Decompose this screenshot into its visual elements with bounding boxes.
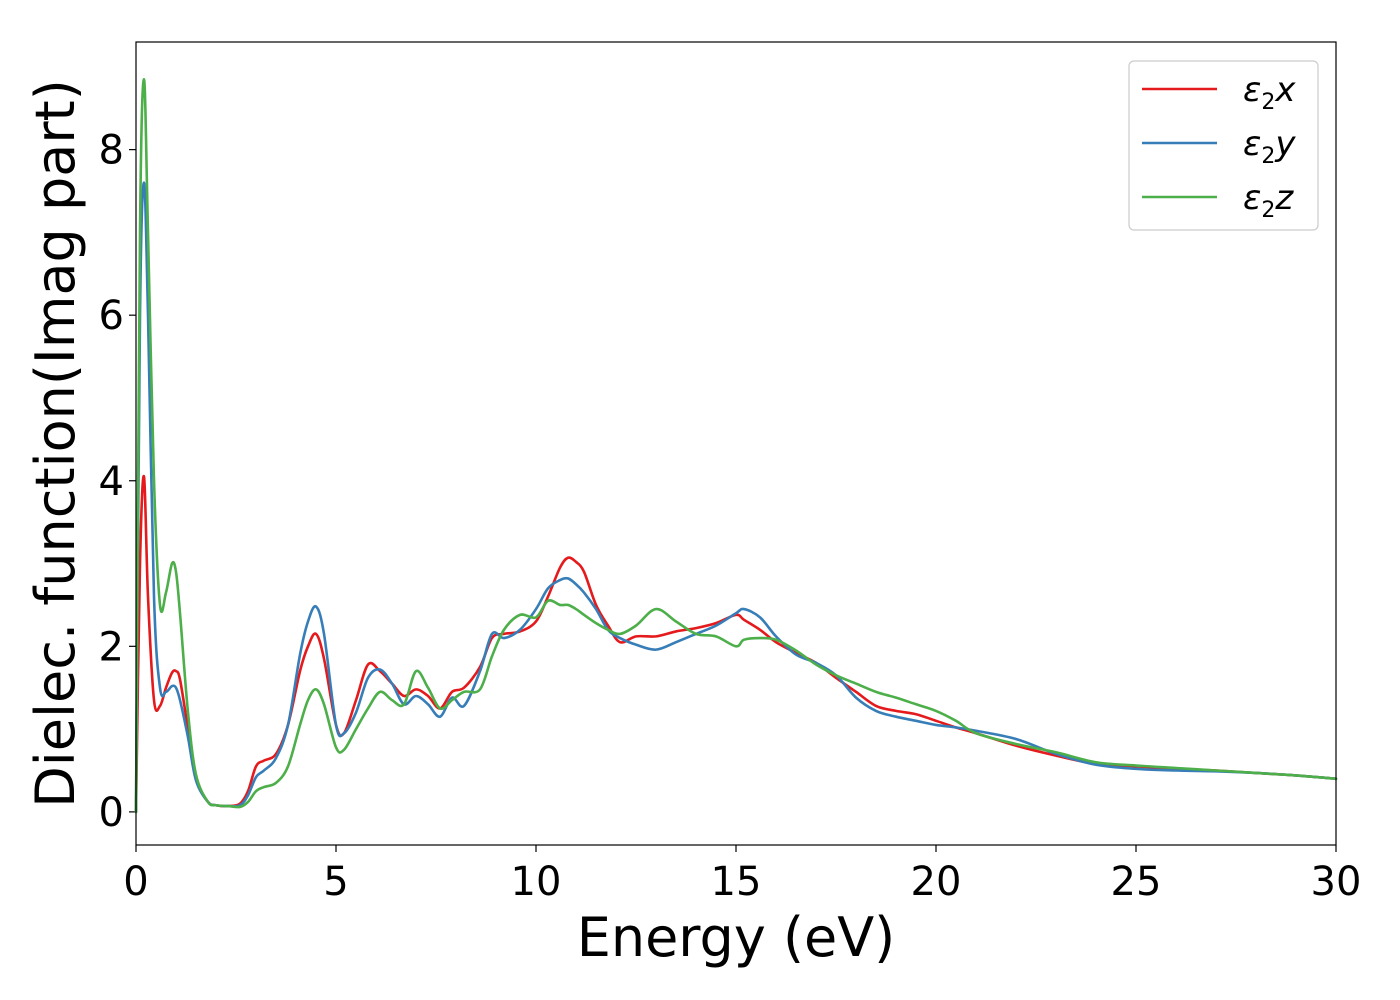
y-tick-label: 8 [99,128,124,174]
y-tick-label: 4 [99,459,124,505]
legend: ε2x ε2y ε2z [1128,60,1319,231]
x-tick-label: 25 [1111,859,1162,905]
y-tick-label: 2 [99,624,124,670]
series-line-z [134,77,1338,814]
x-tick-label: 10 [511,859,562,905]
y-axis-label: Dielec. function(Imag part) [24,79,87,808]
x-tick-label: 0 [123,859,148,905]
legend-label-x: ε2x [1243,70,1296,115]
x-tick-label: 15 [711,859,762,905]
y-axis-ticks: 0 2 4 6 8 [99,128,136,836]
plot-frame [135,41,1337,846]
y-tick-label: 6 [99,293,124,339]
x-tick-label: 20 [911,859,962,905]
x-axis-label: Energy (eV) [577,906,896,969]
x-tick-label: 30 [1311,859,1362,905]
x-tick-label: 5 [323,859,348,905]
series-line-y [134,181,1338,814]
legend-label-z: ε2z [1243,178,1294,223]
legend-box [1128,60,1319,231]
legend-label-y: ε2y [1243,124,1296,169]
series-lines [134,77,1338,814]
x-axis-ticks: 0 5 10 15 20 25 30 [123,845,1361,905]
y-tick-label: 0 [99,790,124,836]
